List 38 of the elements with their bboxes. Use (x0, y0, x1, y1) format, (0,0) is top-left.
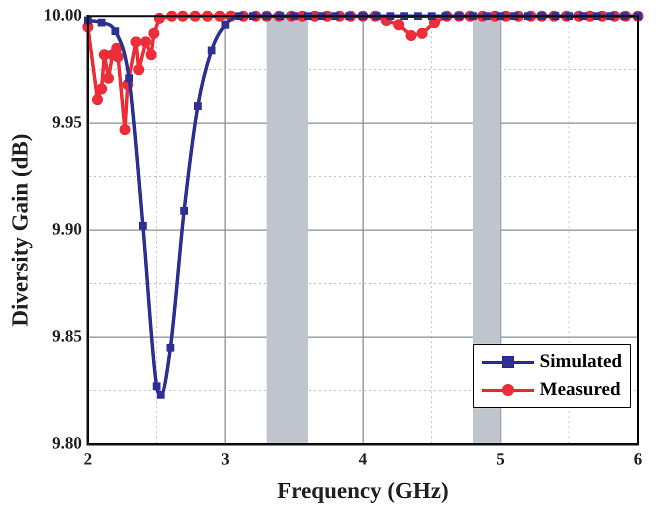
point (180, 206, 188, 215)
x-tick-label: 3 (221, 450, 230, 469)
x-tick-label: 4 (358, 450, 368, 469)
point (140, 36, 152, 48)
point (222, 20, 230, 29)
point (92, 94, 103, 106)
point (112, 51, 124, 62)
legend-label: Measured (540, 379, 621, 401)
legend-label: Simulated (540, 351, 622, 373)
point (152, 382, 161, 390)
point (130, 36, 142, 48)
point (138, 222, 147, 230)
point (125, 74, 133, 82)
point (194, 102, 202, 110)
x-tick-label: 6 (634, 450, 642, 469)
point (119, 124, 130, 136)
y-tick-label: 9.90 (52, 219, 82, 238)
point (416, 28, 428, 39)
point (156, 390, 165, 399)
point (133, 64, 144, 76)
point (98, 18, 106, 27)
point (96, 83, 108, 94)
y-tick-label: 9.85 (52, 326, 82, 346)
y-tick-label: 10.00 (44, 6, 82, 25)
point (146, 49, 157, 60)
y-tick-label: 9.80 (52, 433, 82, 452)
point (111, 27, 120, 36)
point (148, 28, 160, 39)
y-axis-title: Diversity Gain (dB) (8, 134, 33, 327)
point (406, 30, 417, 41)
x-axis-title: Frequency (GHz) (277, 478, 449, 504)
x-tick-label: 2 (84, 450, 92, 469)
point (102, 72, 114, 84)
point (393, 19, 404, 30)
y-tick-label: 9.95 (52, 112, 82, 132)
x-tick-label: 5 (496, 450, 505, 469)
point (166, 344, 174, 352)
point (208, 46, 216, 54)
